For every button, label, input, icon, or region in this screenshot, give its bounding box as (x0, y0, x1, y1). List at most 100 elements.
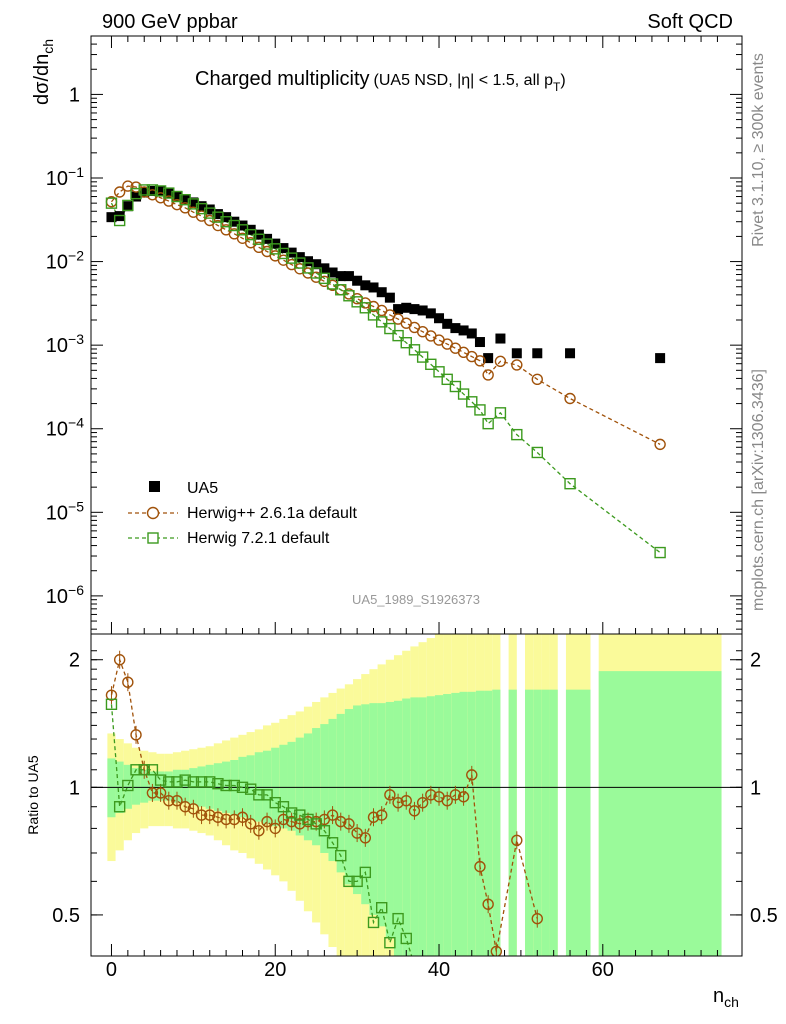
herwigpp-point (130, 181, 142, 193)
ratio-frame (90, 633, 743, 957)
herwigpp-ratio-point (253, 825, 265, 837)
ua5-point (425, 308, 436, 319)
herwigpp-ratio-point (113, 654, 126, 666)
herwig7-ratio-point (375, 902, 388, 914)
herwig7-point (531, 446, 543, 459)
herwig7-point (375, 316, 388, 328)
ratio-band-inner (336, 713, 345, 873)
herwig7-point (122, 199, 134, 212)
herwig7-point (171, 190, 183, 203)
ua5-point (212, 209, 223, 220)
herwigpp-ratio-point (261, 815, 273, 828)
ratio-band-inner (131, 768, 141, 805)
ua5-point (442, 318, 453, 329)
ratio-band-inner (459, 691, 468, 956)
ua5-point (237, 220, 248, 231)
herwigpp-ratio-point (269, 822, 281, 835)
ua5-point (180, 194, 191, 205)
ua5-point (532, 348, 543, 359)
ratio-band-inner (451, 692, 460, 956)
herwigpp-ratio-point (212, 811, 224, 823)
ratio-plot (91, 650, 742, 956)
ua5-point (327, 267, 338, 278)
herwig7-ratio-point (113, 801, 126, 813)
ua5-point (303, 256, 313, 267)
ua5-point (384, 292, 395, 303)
herwig7-point (433, 366, 445, 378)
herwig7-ratio-point (335, 849, 347, 862)
ua5-point (163, 188, 174, 199)
main-ytick-label: 10−4 (46, 415, 84, 441)
ratio-band-inner (475, 690, 485, 956)
herwig7-point (335, 284, 347, 296)
herwig7-ratio-point (269, 796, 281, 809)
ratio-band-inner (418, 697, 427, 956)
herwigpp-ratio-point (179, 801, 191, 813)
herwig7-point (204, 207, 216, 219)
ua5-point (458, 325, 469, 336)
herwigpp-ratio-point (400, 794, 412, 807)
ua5-point (335, 271, 346, 282)
herwig7-ratio-point (163, 776, 175, 788)
herwig7-point (130, 187, 142, 200)
ua5-point (376, 287, 387, 298)
herwig7-ratio-point (261, 789, 273, 801)
analysis-watermark: UA5_1989_S1926373 (352, 592, 480, 607)
ratio-band-inner (295, 737, 304, 836)
ua5-point (106, 212, 117, 223)
herwigpp-ratio-point (244, 818, 257, 830)
ratio-ytick-label-left: 1 (69, 777, 80, 799)
legend-mc2-marker (147, 532, 159, 544)
ua5-point (483, 353, 494, 364)
ratio-band-inner (107, 758, 116, 818)
main-ytick-label: 10−1 (46, 164, 84, 190)
ua5-point (655, 353, 666, 364)
ua5-point (474, 337, 485, 348)
herwigpp-ratio-point (220, 813, 232, 826)
ratio-band-inner (393, 700, 403, 956)
herwigpp-ratio-point (408, 805, 421, 817)
main-ytick-label: 10−2 (46, 248, 84, 274)
x-tick-label: 0 (106, 959, 117, 981)
ratio-band-inner (508, 689, 517, 956)
herwigpp-point (564, 392, 576, 405)
herwig7-ratio-point (130, 764, 142, 776)
rivet-label: Rivet 3.1.10, ≥ 300k events (750, 53, 767, 247)
ratio-ytick-label-right: 2 (750, 650, 761, 672)
herwigpp-point (122, 180, 134, 192)
herwig7-point (511, 428, 523, 441)
ua5-point (401, 302, 412, 313)
x-tick-label: 60 (592, 959, 614, 981)
herwig7-ratio-point (351, 875, 363, 888)
ratio-band-inner (328, 718, 337, 862)
main-ytick-label: 10−5 (46, 498, 84, 524)
header-right: Soft QCD (647, 11, 733, 33)
herwigpp-ratio-point (228, 813, 241, 826)
herwig7-point (351, 296, 363, 308)
ua5-point (131, 191, 142, 202)
ratio-band-inner (484, 690, 493, 956)
herwigpp-ratio-line (110, 657, 538, 952)
legend: UA5 Herwig++ 2.6.1a default Herwig 7.2.1… (128, 480, 357, 547)
herwig7-point (441, 373, 453, 386)
herwigpp-ratio-point (277, 813, 290, 826)
herwigpp-point (511, 359, 523, 371)
ua5-point (417, 305, 428, 316)
ratio-band-inner (492, 689, 501, 956)
ua5-point (294, 252, 305, 263)
x-tick-label: 20 (264, 959, 286, 981)
ratio-band-inner (434, 695, 444, 956)
ratio-y-label: Ratio to UA5 (25, 755, 41, 835)
x-axis-label: nch (713, 985, 739, 1010)
ua5-point (196, 201, 207, 212)
ratio-band-inner (525, 689, 534, 956)
herwigpp-point (654, 438, 666, 451)
ratio-band-inner (565, 689, 591, 956)
herwigpp-ratio-point (195, 809, 208, 821)
herwigpp-ratio-point (474, 860, 486, 873)
herwig7-ratio-point (343, 875, 355, 888)
ua5-point (495, 333, 506, 344)
ratio-band-inner (598, 671, 722, 956)
herwigpp-ratio-point (375, 809, 388, 821)
herwig7-point (564, 477, 576, 490)
